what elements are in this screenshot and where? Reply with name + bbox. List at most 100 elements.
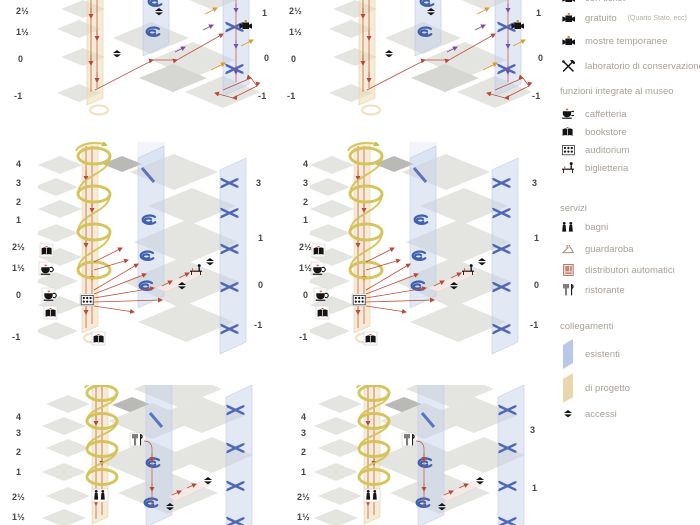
legend-item: caffetteria bbox=[560, 106, 627, 122]
floor-label: 1 bbox=[301, 467, 307, 477]
floor-label: -1 bbox=[12, 332, 21, 342]
legend-label: ristorante bbox=[585, 284, 625, 296]
access-arrows-icon bbox=[560, 407, 576, 421]
museum-artwork-icon bbox=[560, 34, 576, 48]
floor-label: 2½ bbox=[289, 6, 302, 16]
floor-label: 1½ bbox=[297, 512, 310, 522]
legend-label: laboratorio di conservazione bbox=[585, 60, 700, 72]
museum-artwork-icon bbox=[560, 11, 576, 25]
floor-label: 2½ bbox=[12, 242, 25, 252]
floor-label: 1 bbox=[16, 467, 22, 477]
floor-label: 3 bbox=[530, 425, 536, 435]
floor-label: 1 bbox=[534, 233, 540, 243]
audience-icon bbox=[560, 143, 576, 157]
open-book-icon bbox=[560, 125, 576, 139]
floor-label: 3 bbox=[16, 178, 22, 188]
museum-artwork-icon bbox=[560, 0, 576, 5]
floor-label: 1 bbox=[532, 483, 538, 493]
floor-label: 0 bbox=[258, 280, 264, 290]
legend-label-note: (Quarto Stato, ecc) bbox=[627, 14, 687, 22]
axonometric-diagram-bottom-left bbox=[38, 385, 253, 525]
floor-label: 1½ bbox=[289, 27, 302, 37]
legend-item: di progetto bbox=[560, 372, 630, 404]
project-link-swatch bbox=[560, 373, 576, 403]
legend-item: laboratorio di conservazione bbox=[560, 58, 700, 74]
floor-label: 2 bbox=[16, 447, 22, 457]
floor-label: 0 bbox=[534, 280, 540, 290]
floor-label: 3 bbox=[256, 178, 262, 188]
floor-label: 2 bbox=[301, 447, 307, 457]
floor-label: -1 bbox=[287, 91, 296, 101]
floor-label: 3 bbox=[532, 178, 538, 188]
legend-item: accessi bbox=[560, 406, 617, 422]
legend-label: bagni bbox=[585, 221, 609, 233]
legend-label: distributori automatici bbox=[585, 264, 675, 276]
floor-label: 2 bbox=[303, 197, 309, 207]
existing-link-swatch bbox=[560, 339, 576, 369]
axonometric-diagram-top-left bbox=[55, 0, 260, 150]
floor-label: 4 bbox=[301, 412, 307, 422]
floor-label: 3 bbox=[16, 428, 22, 438]
legend-label: gratuito bbox=[585, 12, 617, 24]
conservation-tools-icon bbox=[560, 59, 576, 73]
legend-label: mostre temporanee bbox=[585, 35, 668, 47]
floor-label: 1 bbox=[258, 233, 264, 243]
axonometric-diagram-middle-right bbox=[310, 142, 525, 367]
floor-label: 0 bbox=[303, 290, 309, 300]
floor-label: 1 bbox=[262, 8, 268, 18]
legend-item: con ticket bbox=[560, 0, 625, 6]
floor-label: 0 bbox=[16, 290, 22, 300]
fork-knife-icon bbox=[560, 283, 576, 297]
floor-label: 2½ bbox=[12, 492, 25, 502]
legend-label: bookstore bbox=[585, 126, 627, 138]
legend-label: di progetto bbox=[585, 382, 630, 394]
legend-label: guardaroba bbox=[585, 243, 634, 255]
floor-label: -1 bbox=[299, 332, 308, 342]
floor-label: 1½ bbox=[12, 263, 25, 273]
legend-item: ristorante bbox=[560, 282, 625, 298]
legend-section-title: funzioni integrate al museo bbox=[560, 86, 674, 97]
legend-item: guardaroba bbox=[560, 241, 634, 257]
legend-label: esistenti bbox=[585, 348, 620, 360]
legend-item: bagni bbox=[560, 219, 608, 235]
restroom-figures-icon bbox=[560, 220, 576, 234]
ticket-desk-icon bbox=[560, 161, 576, 175]
floor-label: -1 bbox=[258, 91, 267, 101]
floor-label: 4 bbox=[16, 412, 22, 422]
axonometric-diagram-top-right bbox=[327, 0, 532, 150]
floor-label: 2 bbox=[16, 197, 22, 207]
legend-label: auditorium bbox=[585, 144, 630, 156]
legend-label: biglietteria bbox=[585, 162, 629, 174]
legend-section-title: collegamenti bbox=[560, 321, 614, 332]
legend-item: distributori automatici bbox=[560, 262, 675, 278]
floor-label: -1 bbox=[530, 320, 539, 330]
legend-item: bookstore bbox=[560, 124, 627, 140]
legend-label: con ticket bbox=[585, 0, 625, 4]
floor-label: 3 bbox=[301, 428, 307, 438]
coffee-cup-icon bbox=[560, 107, 576, 121]
floor-label: 1½ bbox=[16, 27, 29, 37]
axonometric-diagram-bottom-right bbox=[310, 385, 525, 525]
floor-label: 0 bbox=[18, 54, 24, 64]
legend-panel: con ticket gratuito (Quarto Stato, ecc) … bbox=[540, 0, 700, 525]
floor-label: 4 bbox=[303, 159, 309, 169]
legend-item: biglietteria bbox=[560, 160, 628, 176]
floor-label: -1 bbox=[532, 91, 541, 101]
floor-label: -1 bbox=[14, 91, 23, 101]
floor-label: 1½ bbox=[12, 512, 25, 522]
floor-label: 1 bbox=[16, 215, 22, 225]
floor-label: 4 bbox=[16, 159, 22, 169]
floor-label: 2½ bbox=[297, 492, 310, 502]
vending-machine-icon bbox=[560, 263, 576, 277]
legend-item: esistenti bbox=[560, 338, 620, 370]
hanger-icon bbox=[560, 242, 576, 256]
floor-label: 1 bbox=[536, 8, 542, 18]
legend-label: accessi bbox=[585, 408, 617, 420]
axonometric-diagram-middle-left bbox=[38, 142, 253, 367]
floor-label: 1½ bbox=[299, 263, 312, 273]
legend-label: caffetteria bbox=[585, 108, 627, 120]
floor-label: 2½ bbox=[16, 6, 29, 16]
legend-item: mostre temporanee bbox=[560, 33, 667, 49]
floor-label: 1 bbox=[303, 215, 309, 225]
